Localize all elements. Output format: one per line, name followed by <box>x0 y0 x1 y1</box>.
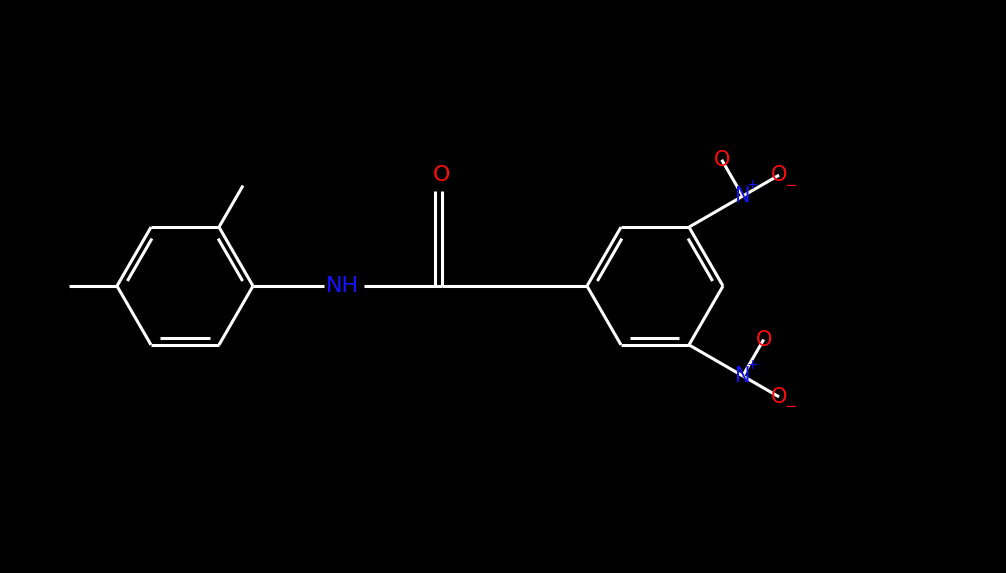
Text: +: + <box>746 358 759 372</box>
Text: O: O <box>713 150 730 170</box>
Text: O: O <box>771 165 788 185</box>
Text: NH: NH <box>325 276 358 296</box>
Text: −: − <box>785 399 798 414</box>
Text: −: − <box>785 178 798 193</box>
Text: O: O <box>756 329 772 350</box>
Text: N: N <box>735 366 750 386</box>
Text: N: N <box>735 186 750 206</box>
Text: O: O <box>771 387 788 407</box>
Text: O: O <box>434 165 451 185</box>
Text: +: + <box>746 178 759 192</box>
